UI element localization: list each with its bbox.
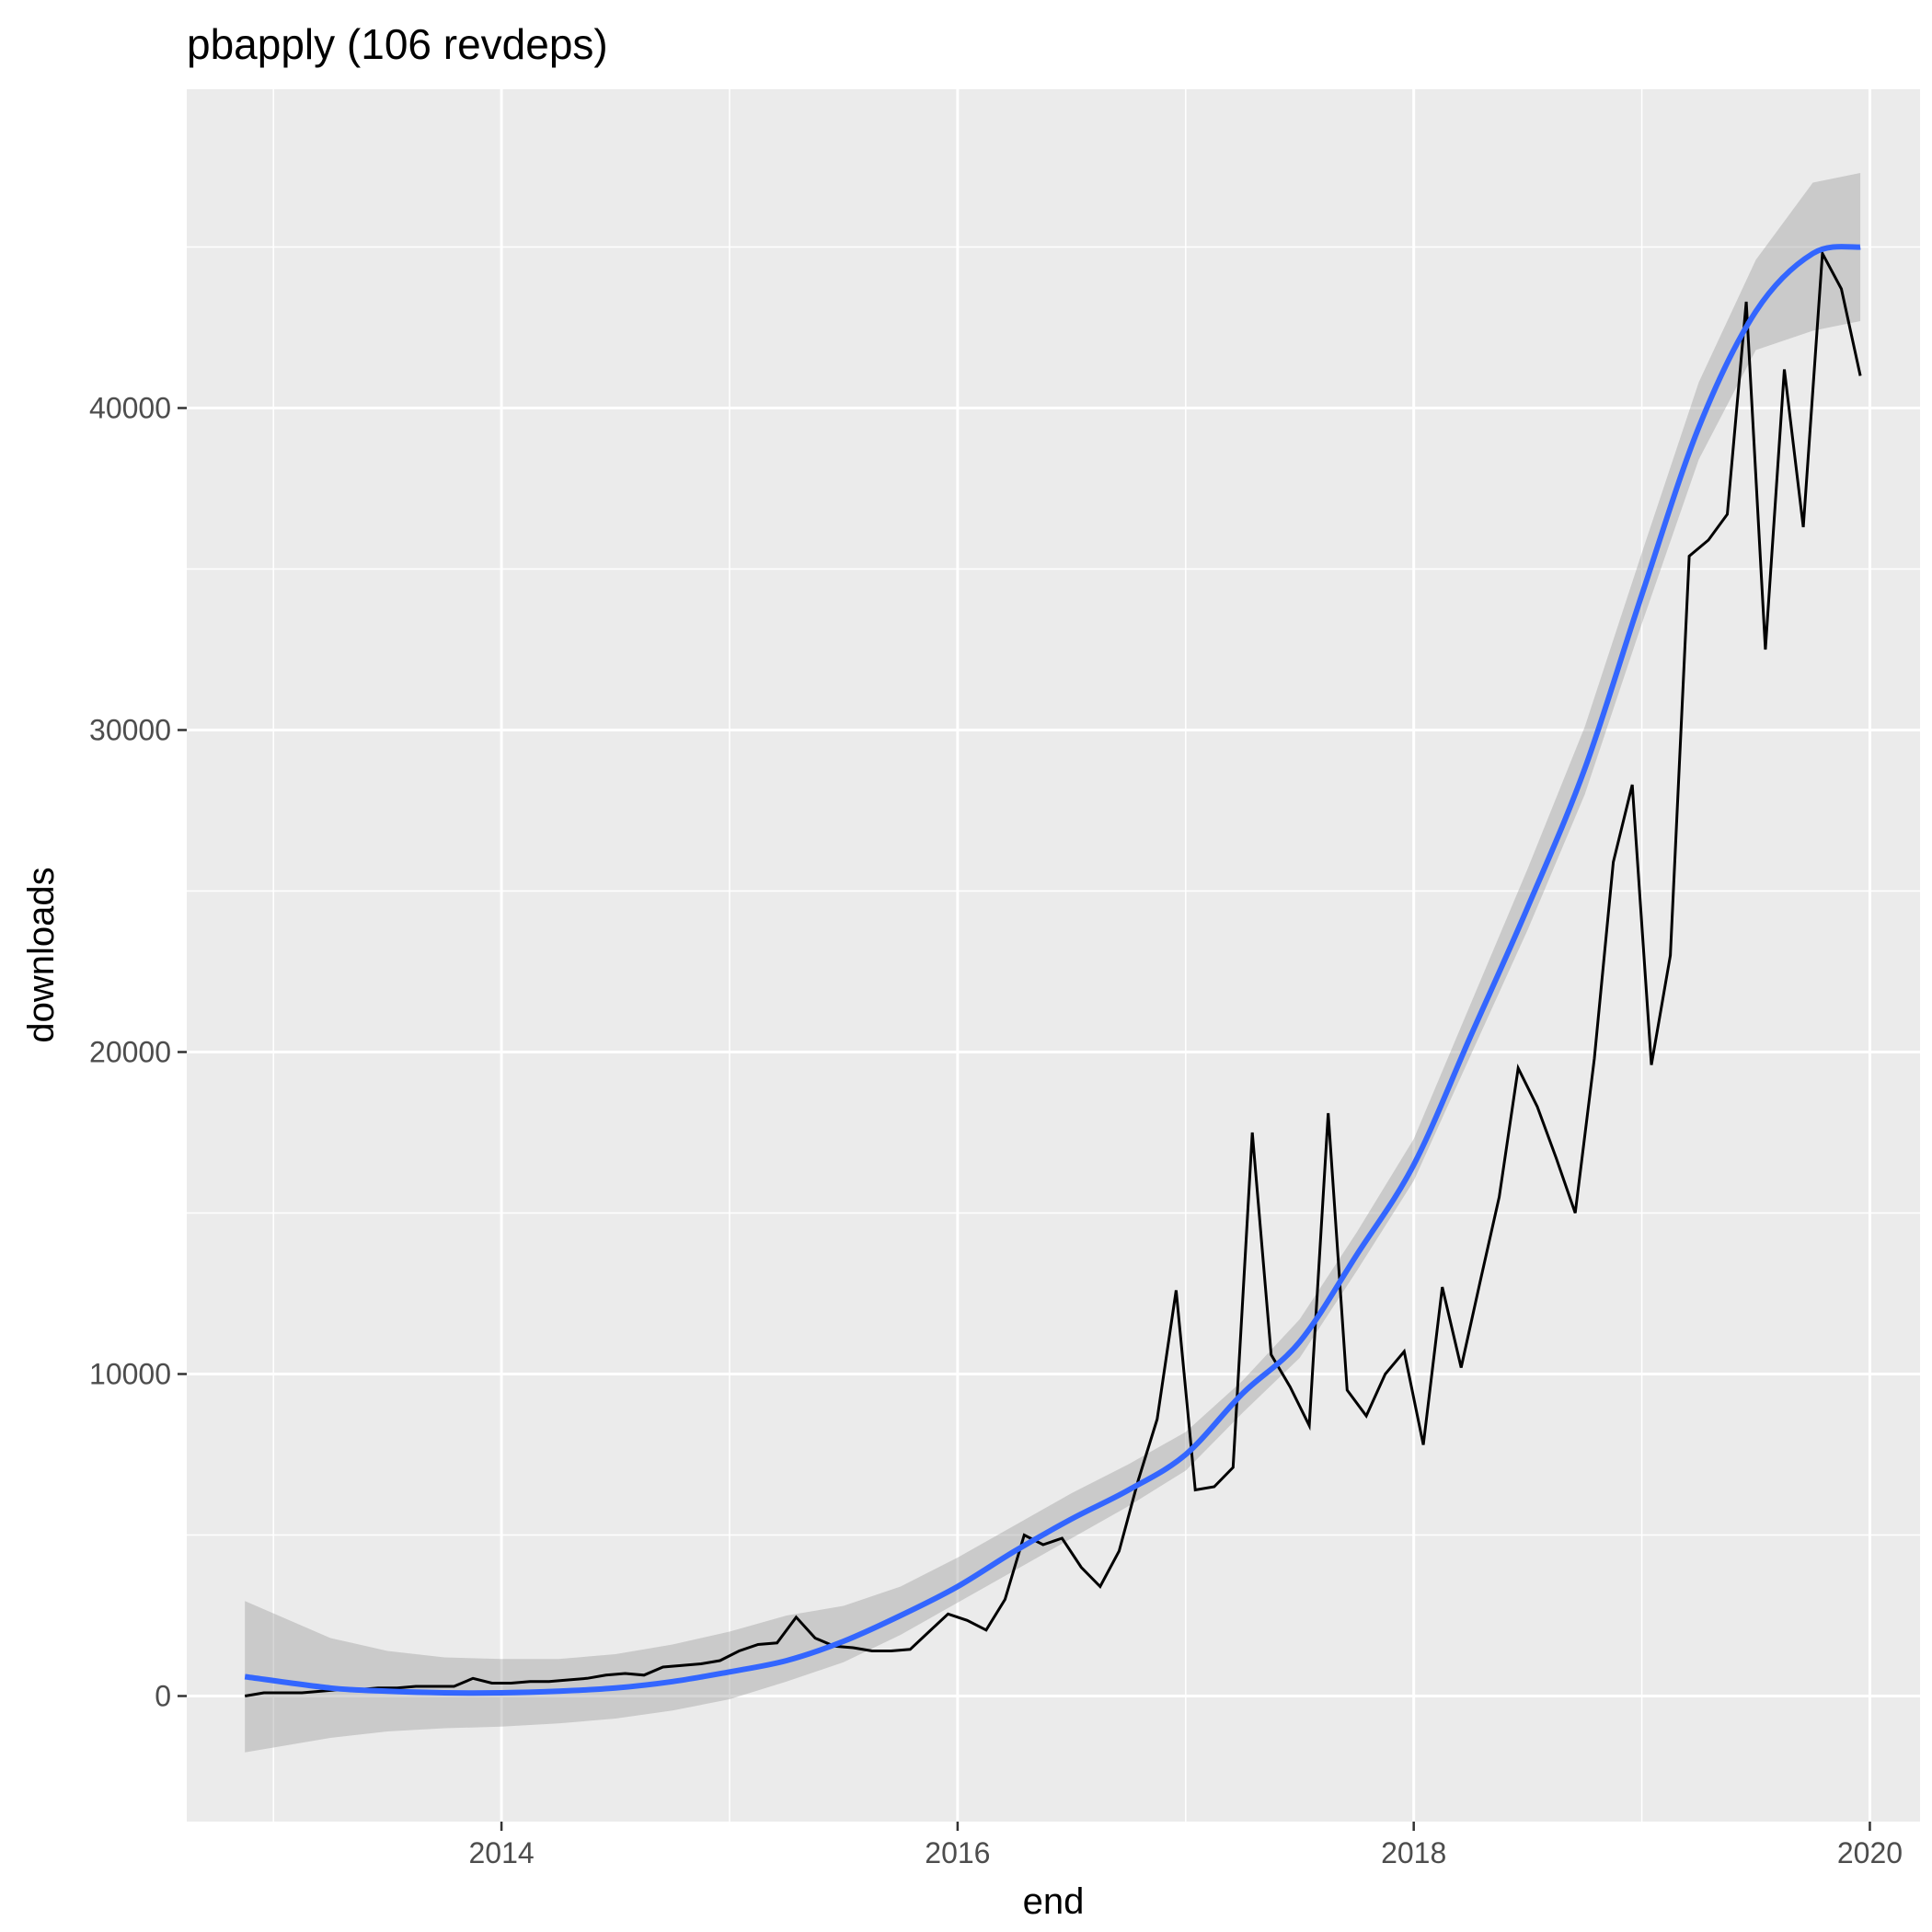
smooth-trend-line <box>244 244 1861 1696</box>
y-tick-label: 30000 <box>89 714 171 747</box>
x-tick-label: 2014 <box>469 1836 535 1869</box>
x-tick-label: 2018 <box>1381 1836 1446 1869</box>
downloads-line <box>244 248 1862 1697</box>
x-axis-title: end <box>1023 1881 1085 1922</box>
y-axis: 0 10000 20000 30000 40000 <box>89 392 187 1713</box>
plot-panel <box>187 89 1920 1822</box>
y-axis-title: downloads <box>21 867 62 1042</box>
y-tick-label: 10000 <box>89 1358 171 1391</box>
major-gridlines <box>187 89 1920 1822</box>
y-tick-label: 40000 <box>89 392 171 425</box>
x-tick-label: 2016 <box>925 1836 990 1869</box>
y-tick-label: 0 <box>155 1680 171 1713</box>
y-tick-label: 20000 <box>89 1036 171 1069</box>
minor-gridlines <box>187 89 1920 1822</box>
x-tick-label: 2020 <box>1837 1836 1903 1869</box>
chart-title: pbapply (106 revdeps) <box>187 20 608 68</box>
x-axis: 2014 2016 2018 2020 <box>469 1822 1903 1869</box>
